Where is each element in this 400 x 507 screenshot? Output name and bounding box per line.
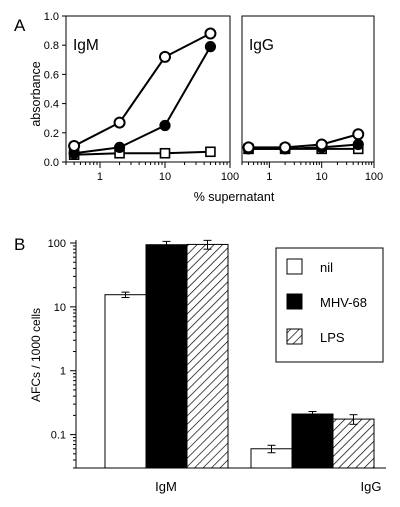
igm-ytick-label: 0.6 xyxy=(44,69,59,81)
igg-point-open-circle xyxy=(242,141,255,154)
igm-ytick-label: 0.8 xyxy=(44,40,59,52)
igg-point-open-circle xyxy=(279,141,292,154)
igm-xtick-label: 100 xyxy=(221,171,239,183)
category-label: IgG xyxy=(361,479,382,494)
bar-chart: 0.1 1 10 100 IgM IgG nil MHV-68 LPS xyxy=(48,238,386,494)
plot-igg: IgG 1 10 100 xyxy=(241,15,383,183)
bar-chart-categories: IgM IgG xyxy=(155,479,381,494)
igm-point-square xyxy=(205,146,216,158)
bar-igg-lps xyxy=(332,418,375,469)
panel-a-ylabel: absorbance xyxy=(29,61,43,126)
panel-a-xlabel: % supernatant xyxy=(194,190,275,204)
igm-point-filled-circle xyxy=(159,119,171,132)
plot-igm-frame xyxy=(65,15,231,163)
legend-label-lps: LPS xyxy=(320,330,345,345)
legend-swatch-nil xyxy=(286,258,303,275)
igm-point-filled-circle xyxy=(204,41,217,53)
bar-igm-lps xyxy=(186,243,229,469)
igg-point-filled-circle xyxy=(352,138,364,151)
bar-chart-y-ticks: 0.1 1 10 100 xyxy=(48,238,76,469)
bar-ytick-label: 100 xyxy=(48,238,66,250)
igg-xtick-label: 10 xyxy=(316,171,328,183)
igg-point-open-circle xyxy=(352,128,365,141)
igg-xtick-label: 100 xyxy=(365,171,383,183)
panel-a-label: A xyxy=(14,16,26,35)
legend-label-mhv68: MHV-68 xyxy=(320,295,367,310)
igg-series-line-0 xyxy=(248,133,359,149)
bar-igm-nil xyxy=(104,294,147,469)
plot-igm-series xyxy=(68,27,217,160)
igg-point-open-circle xyxy=(315,138,328,151)
plot-igg-series xyxy=(242,128,365,155)
bar-ytick-label: 1 xyxy=(60,366,66,378)
igm-point-open-circle xyxy=(204,27,217,40)
bar-ytick-label: 0.1 xyxy=(51,430,66,442)
igm-point-open-circle xyxy=(158,50,171,63)
legend-item-nil: nil xyxy=(286,258,333,275)
plot-igg-title: IgG xyxy=(249,37,274,54)
igm-ytick-label: 0.2 xyxy=(44,128,59,140)
igm-point-open-circle xyxy=(68,139,81,152)
plot-igm: IgM 0.0 0.2 0.4 0.6 0.8 1.0 1 10 100 xyxy=(44,11,239,183)
bar-ytick-label: 10 xyxy=(54,302,66,314)
legend-label-nil: nil xyxy=(320,260,333,275)
panel-b: B AFCs / 1000 cells 0.1 1 10 100 IgM IgG nil… xyxy=(14,235,386,494)
bar-igg-mhv68 xyxy=(291,413,334,469)
igm-xtick-label: 1 xyxy=(97,171,103,183)
igm-ytick-label: 1.0 xyxy=(44,11,59,23)
igm-series-line-0 xyxy=(73,32,211,147)
bar-igm-mhv68 xyxy=(145,244,188,469)
igg-xtick-label: 1 xyxy=(266,171,272,183)
igm-xtick-label: 10 xyxy=(159,171,171,183)
panel-b-label: B xyxy=(14,235,25,254)
igm-series-line-1 xyxy=(73,46,212,155)
igm-point-open-circle xyxy=(113,116,126,129)
category-label: IgM xyxy=(155,479,177,494)
panel-b-ylabel: AFCs / 1000 cells xyxy=(29,308,43,402)
bar-chart-bars xyxy=(104,239,375,469)
legend-item-mhv68: MHV-68 xyxy=(286,293,367,310)
igm-ytick-label: 0.4 xyxy=(44,99,59,111)
igm-point-square xyxy=(159,147,171,159)
plot-igg-x-ticks: 1 10 100 xyxy=(241,162,383,183)
legend-swatch-mhv68 xyxy=(286,293,303,310)
igm-point-filled-circle xyxy=(113,141,126,153)
plot-igm-x-ticks: 1 10 100 xyxy=(65,162,239,183)
plot-igm-title: IgM xyxy=(73,37,99,54)
igm-series-line-2 xyxy=(74,150,211,156)
legend-item-lps: LPS xyxy=(286,328,345,345)
panel-a: A absorbance % supernatant IgM 0.0 0.2 0.4… xyxy=(14,11,383,204)
igm-ytick-label: 0.0 xyxy=(44,157,59,169)
plot-igm-y-ticks: 0.0 0.2 0.4 0.6 0.8 1.0 xyxy=(44,11,66,169)
legend: nil MHV-68 LPS xyxy=(275,247,384,363)
legend-swatch-lps xyxy=(286,328,303,345)
plot-igg-frame xyxy=(241,15,375,163)
